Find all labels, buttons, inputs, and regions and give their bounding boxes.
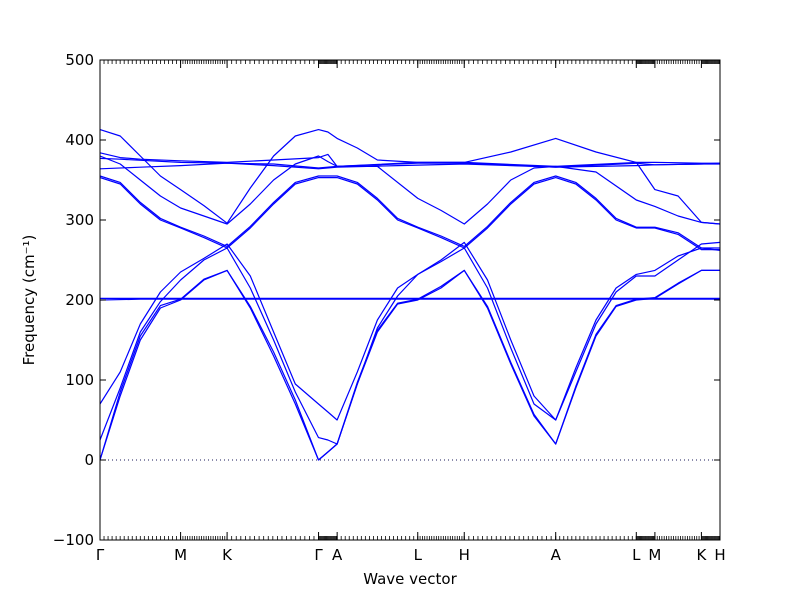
y-tick-label: 400 (65, 131, 94, 149)
band-line-11 (99, 152, 720, 167)
x-tick-label: Γ (314, 546, 323, 564)
y-tick-label: 500 (65, 51, 94, 69)
x-tick-label: K (222, 546, 233, 564)
x-tick-label: L (414, 546, 423, 564)
y-tick-label: 300 (65, 211, 94, 229)
x-tick-label: A (332, 546, 343, 564)
x-tick-label: L (632, 546, 641, 564)
y-tick-label: 200 (65, 291, 94, 309)
band-line-3 (99, 241, 721, 445)
x-tick-label: Γ (96, 546, 105, 564)
y-tick-label: 100 (65, 371, 94, 389)
x-tick-label: M (648, 546, 661, 564)
x-tick-label: H (459, 546, 470, 564)
band-line-5 (99, 298, 720, 301)
x-tick-label: A (551, 546, 562, 564)
band-line-4 (99, 241, 721, 421)
x-tick-label: M (174, 546, 187, 564)
series-layer (99, 129, 721, 461)
band-line-2 (99, 269, 720, 461)
band-line-13 (99, 162, 720, 170)
y-axis-title: Frequency (cm⁻¹) (20, 235, 38, 366)
plot-frame (99, 59, 721, 541)
x-tick-label: K (696, 546, 707, 564)
y-tick-label: −100 (53, 531, 94, 549)
y-tick-label: 0 (84, 451, 94, 469)
band-line-7 (99, 177, 720, 251)
x-axis-title: Wave vector (363, 570, 457, 588)
x-tick-label: H (714, 546, 725, 564)
band-line-8 (99, 175, 720, 249)
